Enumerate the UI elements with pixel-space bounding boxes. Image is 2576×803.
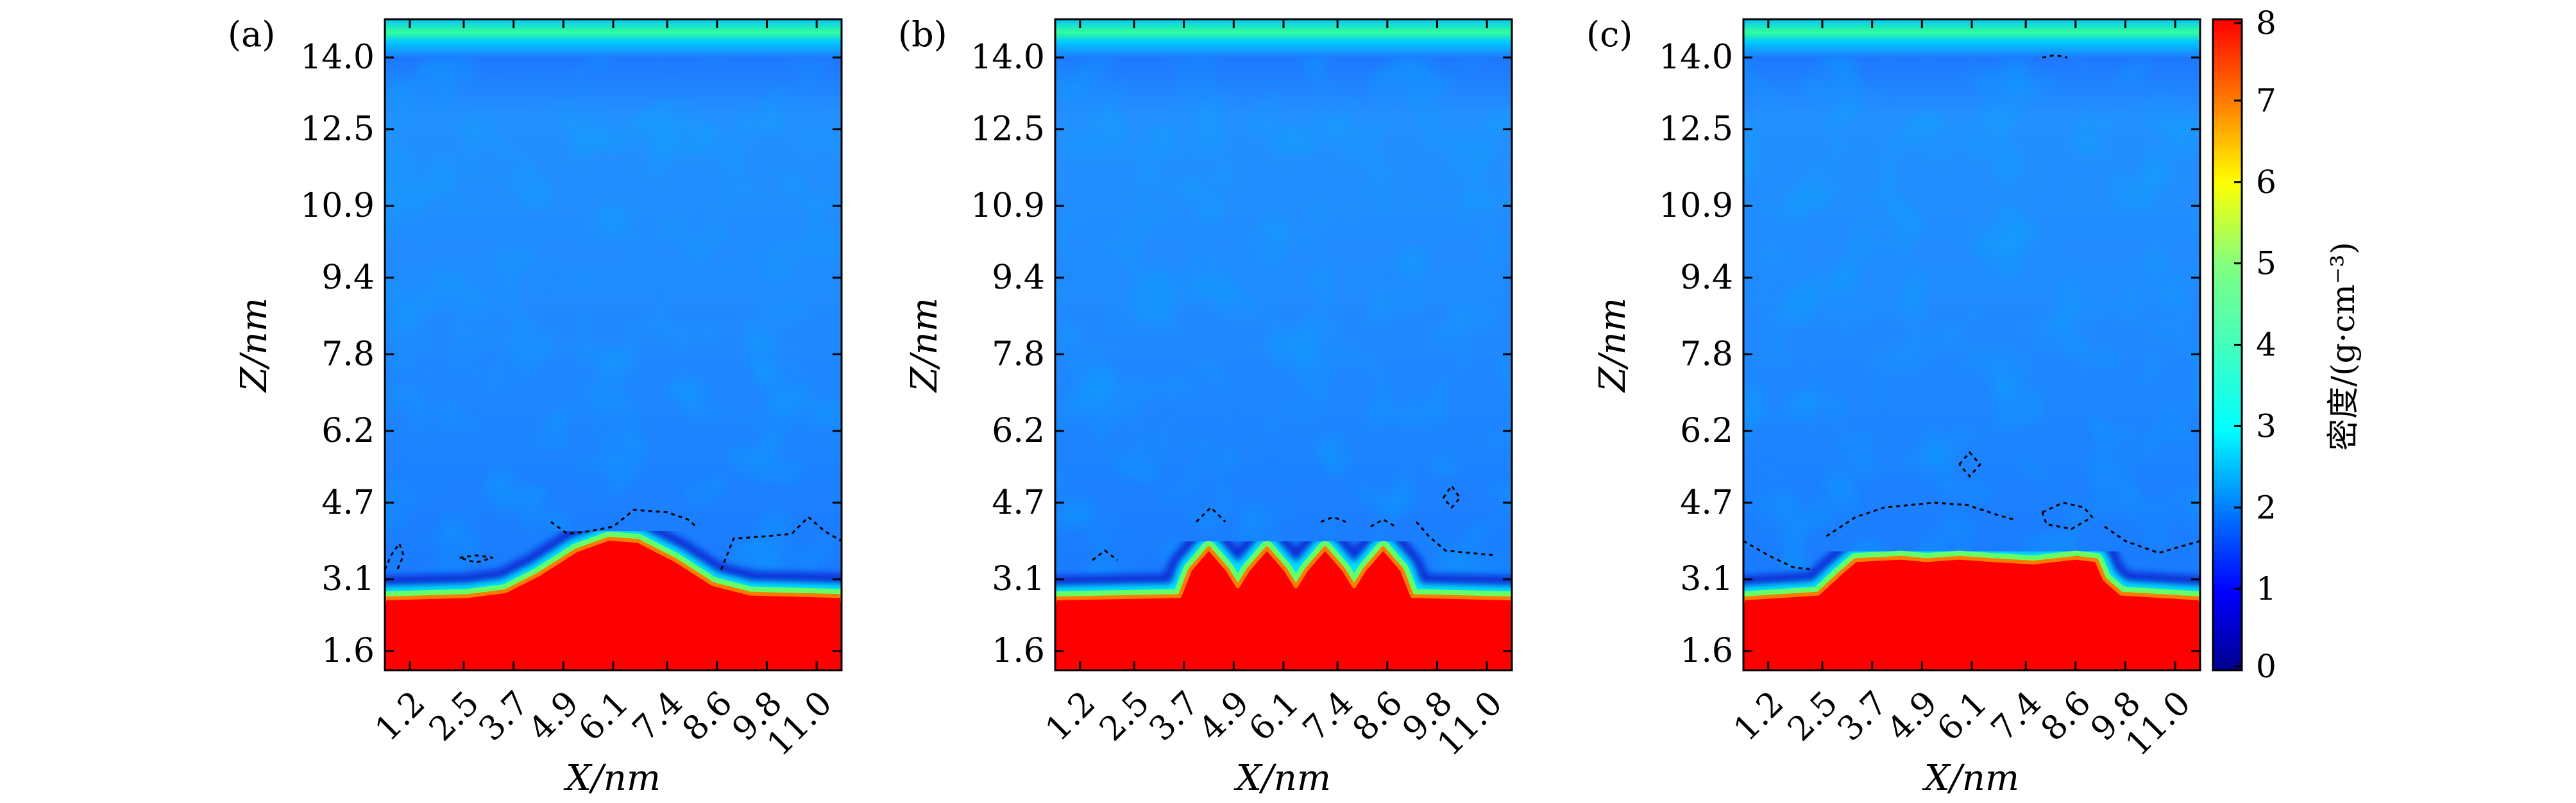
- x-tick-label: 6.1: [572, 684, 636, 748]
- colorbar-tick-label: 1: [2256, 570, 2276, 607]
- y-tick-label: 14.0: [1659, 38, 1733, 77]
- panel-a: 1.22.53.74.96.17.48.69.811.01.63.14.76.2…: [228, 14, 843, 799]
- y-tick-label: 3.1: [321, 560, 375, 598]
- panel-c: 1.22.53.74.96.17.48.69.811.01.63.14.76.2…: [1586, 14, 2201, 799]
- colorbar-tick-label: 8: [2256, 4, 2276, 42]
- x-tick-label: 6.1: [1242, 684, 1307, 748]
- colorbar-ticks: 0 1 2 3 4 5 6 7 8: [2234, 4, 2276, 685]
- y-tick-label: 7.8: [1680, 335, 1733, 373]
- dashed-contour: [1958, 451, 1981, 478]
- y-tick-label: 1.6: [321, 632, 375, 670]
- y-axis-label: Z/nm: [904, 298, 945, 393]
- colorbar-tick-label: 2: [2256, 489, 2276, 526]
- dashed-contour: [1826, 502, 2014, 537]
- y-tick-label: 7.8: [992, 335, 1045, 373]
- colorbar-tick-label: 5: [2256, 245, 2276, 282]
- x-tick-label: 6.1: [1930, 684, 1995, 748]
- panels-layer: 1.22.53.74.96.17.48.69.811.01.63.14.76.2…: [228, 14, 2201, 799]
- dashed-contour: [1415, 521, 1496, 557]
- y-tick-label: 6.2: [992, 412, 1045, 450]
- colorbar-tick-label: 7: [2256, 82, 2276, 119]
- y-tick-label: 4.7: [321, 484, 375, 522]
- dashed-contour: [550, 509, 697, 535]
- y-tick-label: 6.2: [321, 412, 375, 450]
- colorbar-tick-label: 4: [2256, 326, 2276, 364]
- y-tick-label: 3.1: [1680, 560, 1733, 598]
- y-tick-label: 12.5: [300, 110, 375, 149]
- x-axis-label: X/nm: [1922, 757, 2019, 799]
- y-tick-label: 10.9: [970, 187, 1045, 225]
- y-tick-label: 1.6: [992, 632, 1045, 670]
- dashed-contour: [1196, 506, 1226, 523]
- y-tick-label: 9.4: [321, 258, 375, 297]
- dashed-contour: [1370, 518, 1396, 528]
- heatmap-area: [1743, 19, 2200, 670]
- heatmap-area: [385, 19, 842, 670]
- x-tick-label: 1.2: [1038, 684, 1103, 748]
- dashed-contour: [385, 541, 405, 570]
- colorbar-tick-label: 0: [2256, 648, 2276, 685]
- substrate-solid: [1055, 546, 1512, 670]
- substrate-solid: [1743, 555, 2200, 670]
- y-axis-label: Z/nm: [233, 298, 275, 393]
- heatmap-area: [1055, 19, 1512, 670]
- y-tick-label: 14.0: [970, 38, 1045, 77]
- x-tick-label: 1.2: [368, 684, 433, 748]
- y-tick-label: 10.9: [300, 187, 375, 225]
- y-tick-label: 1.6: [1680, 632, 1733, 670]
- y-tick-label: 12.5: [970, 110, 1045, 149]
- y-tick-label: 6.2: [1680, 412, 1733, 450]
- dashed-contour: [1092, 549, 1119, 561]
- y-tick-label: 3.1: [992, 560, 1045, 598]
- dashed-contour: [1442, 484, 1461, 509]
- colorbar: 0 1 2 3 4 5 6 7 8 密度/(g·cm⁻³): [2212, 4, 2362, 685]
- y-tick-label: 4.7: [992, 484, 1045, 522]
- panel-label: (b): [898, 14, 947, 55]
- colorbar-label: 密度/(g·cm⁻³): [2325, 242, 2362, 451]
- panel-b: 1.22.53.74.96.17.48.69.811.01.63.14.76.2…: [898, 14, 1513, 799]
- x-axis-label: X/nm: [563, 757, 661, 799]
- dashed-contour: [2041, 502, 2094, 530]
- colorbar-tick-label: 6: [2256, 164, 2276, 201]
- y-tick-label: 12.5: [1659, 110, 1733, 149]
- substrate-solid: [385, 536, 842, 670]
- y-tick-label: 7.8: [321, 335, 375, 373]
- x-axis-label: X/nm: [1233, 757, 1331, 799]
- y-tick-label: 10.9: [1659, 187, 1733, 225]
- panel-label: (a): [228, 14, 275, 55]
- colorbar-tick-label: 3: [2256, 407, 2276, 444]
- y-tick-label: 4.7: [1680, 484, 1733, 522]
- y-tick-label: 9.4: [992, 258, 1045, 297]
- panel-label: (c): [1586, 14, 1632, 55]
- y-axis-label: Z/nm: [1592, 298, 1634, 393]
- x-tick-label: 1.2: [1727, 684, 1792, 748]
- dashed-contour: [720, 516, 842, 570]
- y-tick-label: 9.4: [1680, 258, 1733, 297]
- dashed-contour: [459, 554, 493, 564]
- y-tick-label: 14.0: [300, 38, 375, 77]
